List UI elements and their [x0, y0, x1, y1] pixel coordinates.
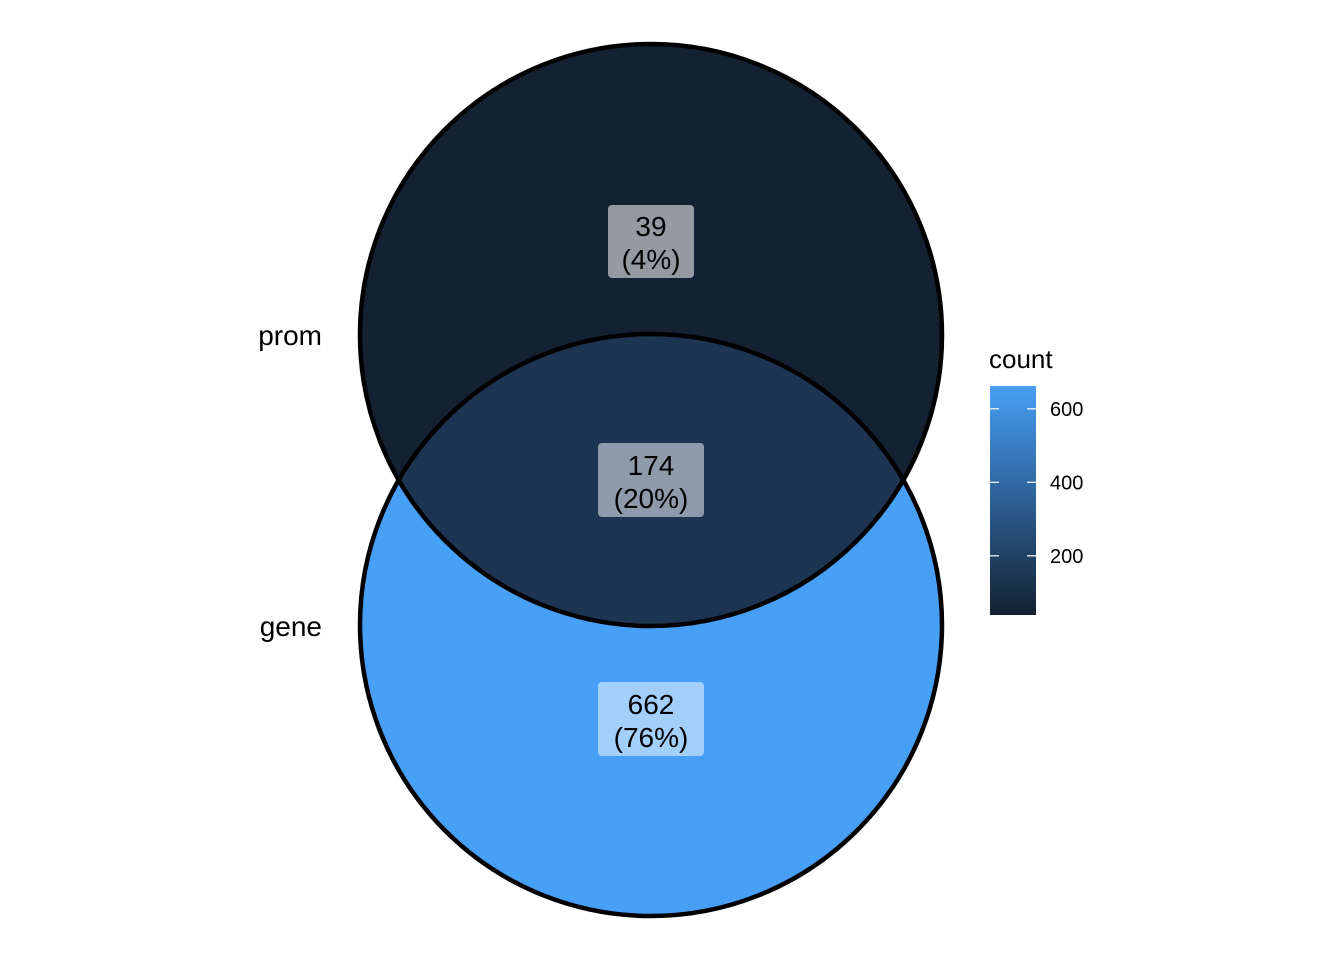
label-gene-only: 662 (76%): [598, 682, 704, 756]
prom-circle-outline: [357, 41, 945, 629]
legend-ticks: 200 400 600: [990, 399, 1083, 568]
legend-tick-label: 400: [1050, 472, 1083, 494]
legend-tick-label: 200: [1050, 546, 1083, 568]
label-prom-only: 39 (4%): [608, 205, 694, 278]
gene-only-percent: (76%): [614, 722, 689, 753]
intersection-percent: (20%): [614, 483, 689, 514]
set-label-prom: prom: [258, 320, 322, 351]
gene-only-count: 662: [628, 689, 675, 720]
set-label-gene: gene: [260, 611, 322, 642]
intersection-count: 174: [628, 450, 675, 481]
prom-only-percent: (4%): [621, 244, 680, 275]
prom-only-count: 39: [635, 211, 666, 242]
legend-tick-label: 600: [1050, 399, 1083, 421]
legend-title: count: [989, 344, 1053, 374]
legend-colorbar: [990, 386, 1036, 615]
gene-circle-outline: [357, 331, 945, 919]
legend: count 200 400 600: [989, 344, 1083, 615]
label-intersection: 174 (20%): [598, 443, 704, 517]
